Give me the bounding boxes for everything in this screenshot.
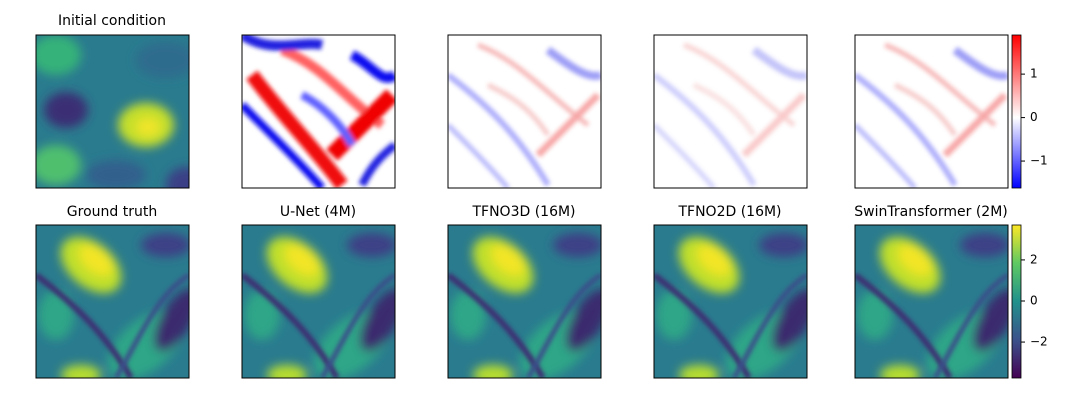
- swin-image: [855, 225, 1025, 393]
- tfno2d-error-image: [654, 35, 807, 188]
- colorbar: [1011, 224, 1022, 379]
- panel-title: TFNO2D (16M): [677, 204, 781, 220]
- unet-error-image: [242, 35, 395, 188]
- tfno2d-image: [654, 225, 824, 393]
- panel-title: U-Net (4M): [280, 204, 356, 220]
- unet-image: [242, 225, 412, 393]
- tfno3d-error-image: [448, 35, 601, 188]
- colorbar-tick-label: −2: [1030, 335, 1048, 349]
- colorbar-tick-label: 2: [1030, 252, 1038, 266]
- panel-title: SwinTransformer (2M): [854, 204, 1007, 220]
- ground-truth-image: [36, 225, 206, 393]
- colorbar-tick-label: 0: [1030, 293, 1038, 307]
- colorbar: [1011, 34, 1022, 189]
- panels: [31, 34, 1025, 393]
- tfno3d-image: [448, 225, 618, 393]
- colorbar-tick-label: 1: [1030, 67, 1038, 81]
- colorbar-tick-label: 0: [1030, 110, 1038, 124]
- panel-title: Initial condition: [58, 13, 166, 29]
- panel-title: TFNO3D (16M): [471, 204, 575, 220]
- swin-error-image: [855, 35, 1008, 188]
- panel-title: Ground truth: [67, 204, 157, 220]
- initial-condition-image: [31, 35, 206, 203]
- colorbar-tick-label: −1: [1030, 154, 1048, 168]
